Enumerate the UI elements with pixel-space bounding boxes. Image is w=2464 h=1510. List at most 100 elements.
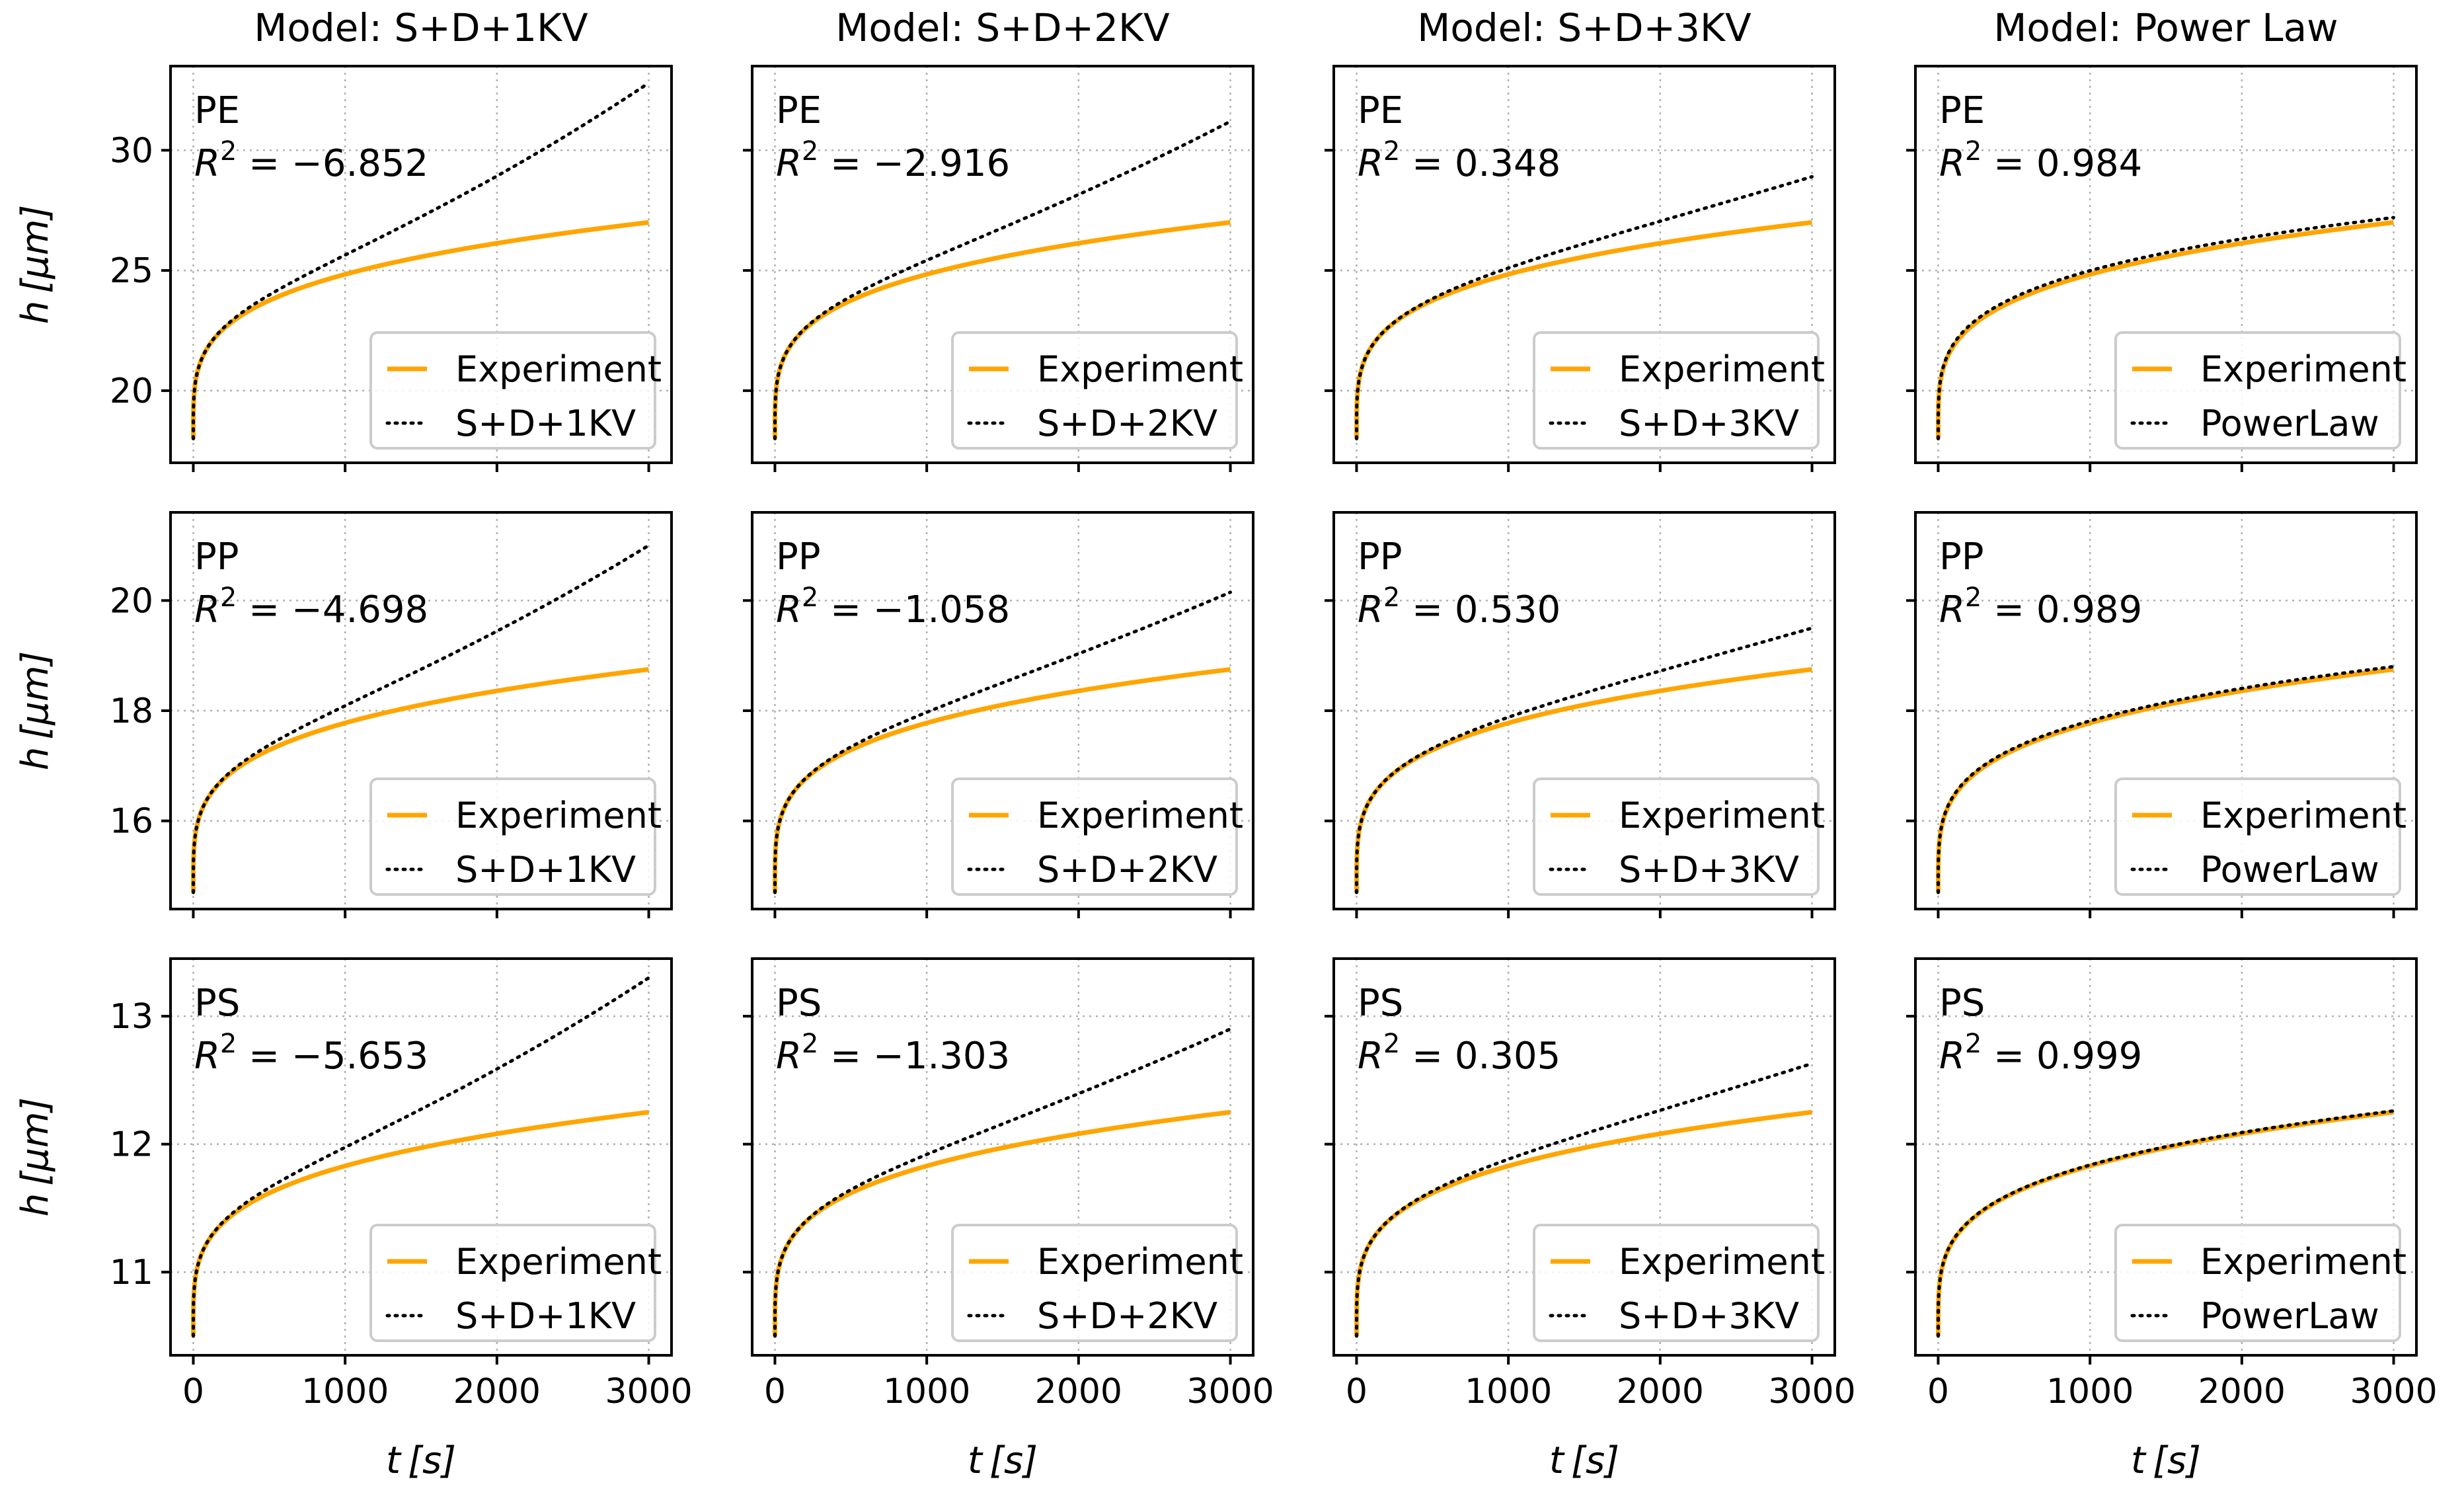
r2-equals: = — [1982, 1035, 2036, 1078]
legend-model-label: PowerLaw — [2200, 1295, 2379, 1337]
r2-superscript: 2 — [802, 1029, 818, 1059]
r2-value: −6.852 — [291, 142, 428, 185]
r2-value: 0.999 — [2036, 1035, 2142, 1078]
r2-value: 0.305 — [1455, 1035, 1560, 1078]
axes-frame — [1914, 957, 2418, 1357]
material-label: PE — [194, 89, 240, 132]
x-tick-label: 1000 — [301, 1372, 389, 1411]
legend-model-label: S+D+3KV — [1619, 403, 1799, 444]
legend-box — [1533, 1224, 1820, 1342]
model-line — [192, 543, 650, 894]
r2-superscript: 2 — [1965, 582, 1982, 613]
r2-equals: = — [1982, 588, 2036, 631]
r2-annotation: R2 = −1.058 — [776, 582, 1010, 631]
r2-value: −5.653 — [291, 1035, 428, 1078]
x-tick-label: 3000 — [1768, 1372, 1855, 1411]
x-tick-label: 0 — [1346, 1372, 1367, 1411]
x-tick-label: 2000 — [453, 1372, 541, 1411]
y-axis-label: h [μm] — [14, 651, 57, 771]
r2-value: −1.058 — [873, 588, 1010, 631]
r2-annotation: R2 = −2.916 — [776, 136, 1010, 185]
model-line — [1355, 626, 1814, 894]
axes-frame — [1332, 957, 1836, 1357]
r2-equals: = — [818, 142, 873, 185]
legend-box — [2114, 1224, 2401, 1342]
column-title: Model: S+D+3KV — [1417, 5, 1752, 50]
model-line — [1937, 664, 2395, 894]
x-tick-label: 0 — [1927, 1372, 1949, 1411]
y-tick-label: 18 — [110, 692, 153, 731]
r2-annotation: R2 = 0.999 — [1939, 1029, 2142, 1078]
model-line — [773, 120, 1232, 441]
r2-superscript: 2 — [220, 582, 237, 613]
legend-box — [951, 331, 1238, 450]
y-tick-label: 16 — [110, 802, 153, 842]
material-label: PE — [1358, 89, 1403, 132]
r2-superscript: 2 — [220, 136, 237, 167]
legend-box — [951, 777, 1238, 896]
legend-experiment-label: Experiment — [1619, 348, 1825, 390]
r2-symbol: R — [1358, 142, 1383, 185]
experiment-line — [191, 667, 649, 893]
model-line — [1937, 1109, 2395, 1338]
legend-model-label: S+D+2KV — [1037, 849, 1217, 891]
y-tick-label: 20 — [110, 372, 153, 411]
r2-superscript: 2 — [1965, 136, 1982, 167]
r2-symbol: R — [1358, 1035, 1383, 1078]
r2-superscript: 2 — [1383, 1029, 1400, 1059]
axes-frame — [751, 957, 1254, 1357]
r2-superscript: 2 — [802, 582, 818, 613]
legend-box — [369, 777, 656, 896]
axes-frame — [751, 65, 1254, 464]
r2-annotation: R2 = 0.984 — [1939, 136, 2142, 185]
r2-symbol: R — [194, 588, 220, 631]
r2-equals: = — [1400, 1035, 1455, 1078]
column-title: Model: Power Law — [1993, 5, 2338, 50]
y-tick-label: 13 — [110, 997, 153, 1037]
r2-annotation: R2 = 0.989 — [1939, 582, 2142, 631]
model-line — [1355, 1062, 1814, 1338]
r2-equals: = — [818, 1035, 873, 1078]
r2-superscript: 2 — [1965, 1029, 1982, 1059]
legend-experiment-label: Experiment — [1619, 795, 1825, 836]
material-label: PS — [1939, 982, 1985, 1025]
legend-model-label: S+D+1KV — [455, 403, 636, 444]
legend-experiment-label: Experiment — [2200, 795, 2406, 836]
r2-annotation: R2 = −1.303 — [776, 1029, 1010, 1078]
axes-frame — [169, 65, 673, 464]
r2-value: −2.916 — [873, 142, 1010, 185]
axes-frame — [169, 957, 673, 1357]
legend-box — [369, 331, 656, 450]
legend-experiment-label: Experiment — [455, 795, 662, 836]
legend-experiment-label: Experiment — [1037, 795, 1243, 836]
legend-experiment-label: Experiment — [1037, 1241, 1243, 1283]
r2-value: 0.984 — [2036, 142, 2142, 185]
legend-model-label: S+D+1KV — [455, 849, 636, 891]
r2-equals: = — [237, 1035, 291, 1078]
legend-box — [2114, 777, 2401, 896]
r2-annotation: R2 = −6.852 — [194, 136, 428, 185]
x-tick-label: 0 — [182, 1372, 204, 1411]
r2-annotation: R2 = 0.530 — [1358, 582, 1560, 631]
material-label: PE — [1939, 89, 1985, 132]
r2-symbol: R — [194, 142, 220, 185]
x-tick-label: 3000 — [1186, 1372, 1274, 1411]
material-label: PP — [776, 536, 821, 578]
r2-equals: = — [237, 142, 291, 185]
y-tick-label: 11 — [110, 1253, 153, 1292]
r2-value: −1.303 — [873, 1035, 1010, 1078]
r2-symbol: R — [1358, 588, 1383, 631]
x-tick-label: 0 — [764, 1372, 786, 1411]
experiment-line — [191, 1109, 649, 1336]
model-line — [773, 1027, 1232, 1338]
material-label: PP — [1939, 536, 1984, 578]
r2-superscript: 2 — [1383, 582, 1400, 613]
r2-symbol: R — [1939, 588, 1965, 631]
